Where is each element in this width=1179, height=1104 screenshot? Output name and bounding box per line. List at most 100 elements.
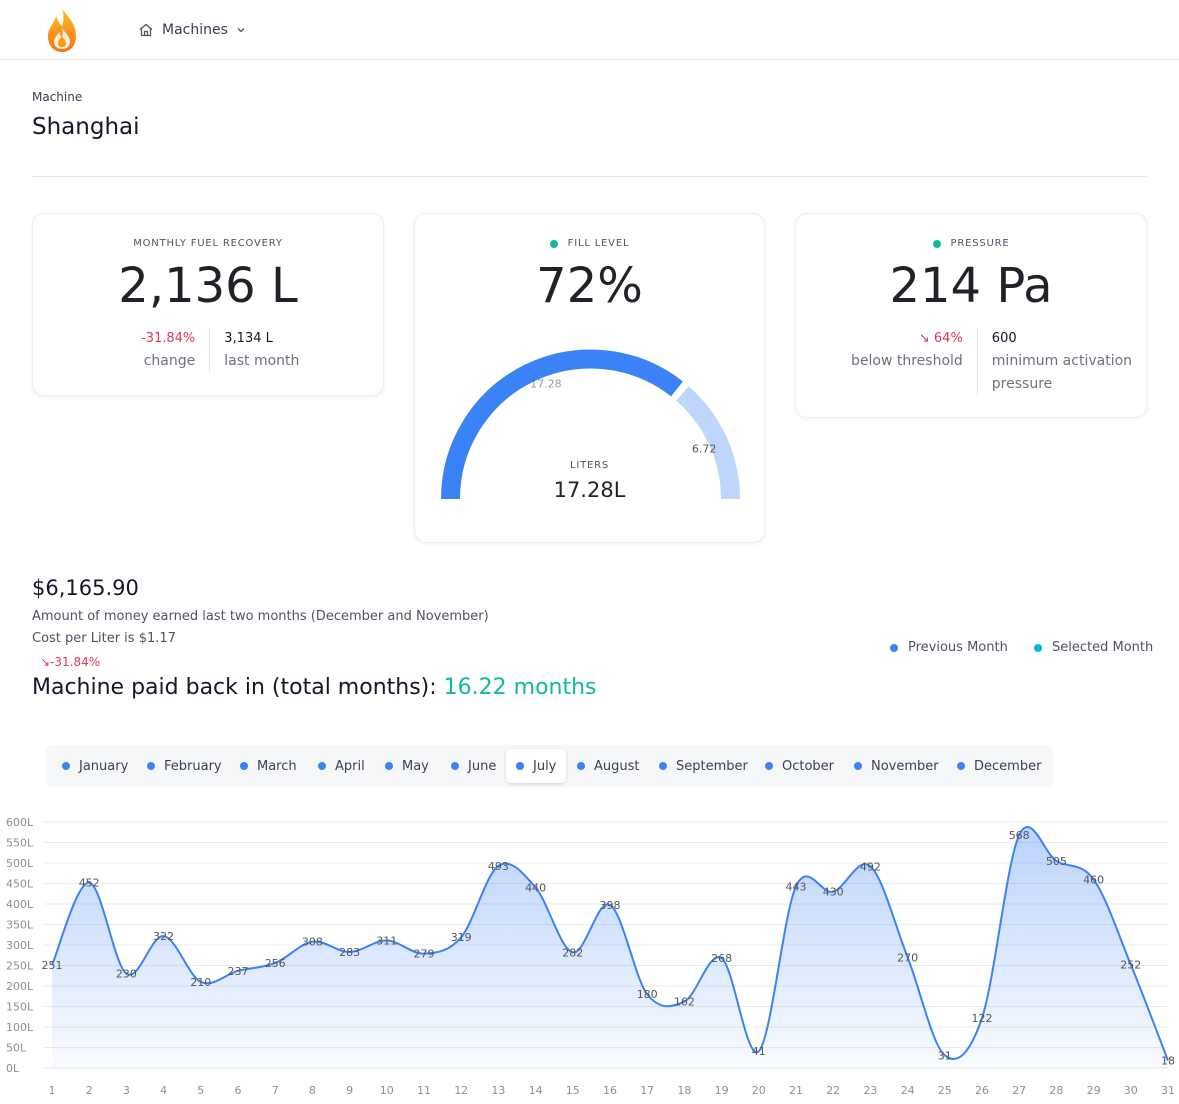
x-tick-label: 5	[197, 1084, 204, 1097]
status-dot	[932, 239, 941, 248]
fuel-change-value: -31.84%	[141, 331, 196, 346]
tab-may[interactable]: May	[385, 749, 429, 783]
tab-january[interactable]: January	[62, 749, 128, 783]
data-label: 122	[972, 1012, 993, 1025]
x-tick-label: 28	[1049, 1084, 1063, 1097]
legend-selected-month[interactable]: Selected Month	[1034, 640, 1153, 655]
x-tick-label: 26	[975, 1084, 989, 1097]
x-tick-label: 15	[566, 1084, 580, 1097]
y-tick-label: 250L	[6, 960, 34, 973]
tab-july[interactable]: July	[506, 749, 567, 783]
y-tick-label: 200L	[6, 980, 34, 993]
data-label: 31	[938, 1049, 952, 1062]
tab-november[interactable]: November	[854, 749, 939, 783]
fill-level-card: FILL LEVEL 72% 17.28 6.72 LITERS 17.28L	[414, 213, 765, 543]
data-label: 430	[823, 886, 844, 899]
x-tick-label: 17	[640, 1084, 654, 1097]
y-tick-label: 550L	[6, 837, 34, 850]
gauge-label: LITERS	[569, 460, 610, 471]
gauge-filled-label: 17.28	[530, 377, 562, 390]
gauge-remaining-label: 6.72	[692, 442, 717, 455]
tab-april[interactable]: April	[318, 749, 365, 783]
x-tick-label: 3	[123, 1084, 130, 1097]
tab-september[interactable]: September	[659, 749, 748, 783]
fuel-last-month-value: 3,134 L	[224, 331, 273, 346]
data-label: 162	[674, 996, 695, 1009]
gauge-value: 17.28L	[553, 478, 626, 502]
x-tick-label: 18	[677, 1084, 691, 1097]
x-tick-label: 13	[491, 1084, 505, 1097]
data-label: 568	[1009, 829, 1030, 842]
tab-october[interactable]: October	[765, 749, 834, 783]
gauge-remaining-arc	[676, 386, 740, 500]
x-tick-label: 21	[789, 1084, 803, 1097]
x-tick-label: 8	[309, 1084, 316, 1097]
y-tick-label: 400L	[6, 898, 34, 911]
legend-dot	[1034, 643, 1042, 652]
fuel-change-label: change	[143, 353, 196, 369]
payback-value: 16.22 months	[443, 675, 597, 700]
data-label: 283	[339, 946, 360, 959]
x-tick-label: 12	[454, 1084, 468, 1097]
x-tick-label: 14	[529, 1084, 543, 1097]
min-pressure-label-2: pressure	[991, 376, 1053, 392]
data-label: 319	[451, 931, 472, 944]
fuel-recovery-value: 2,136 L	[118, 258, 298, 314]
x-tick-label: 9	[346, 1084, 353, 1097]
series-line	[51, 826, 1169, 1061]
tab-december[interactable]: December	[957, 749, 1041, 783]
min-pressure-label-1: minimum activation	[991, 353, 1133, 369]
x-tick-label: 27	[1012, 1084, 1026, 1097]
x-tick-label: 22	[826, 1084, 840, 1097]
data-label: 282	[562, 946, 583, 959]
x-tick-label: 30	[1124, 1084, 1138, 1097]
fuel-recovery-details: -31.84% change 3,134 L last month	[141, 328, 299, 373]
fill-level-gauge: 17.28 6.72	[441, 349, 740, 500]
money-earned-value: $6,165.90	[32, 576, 139, 600]
data-label: 279	[414, 948, 435, 961]
daily-fuel-chart: 0L 50L 100L 150L 200L 250L 300L 350L 400L 450L 500…	[6, 816, 1175, 1097]
legend-previous-month[interactable]: Previous Month	[890, 640, 1008, 655]
x-tick-label: 7	[272, 1084, 279, 1097]
x-tick-label: 1	[49, 1084, 56, 1097]
fill-level-label: FILL LEVEL	[415, 238, 764, 249]
y-tick-label: 450L	[6, 878, 34, 891]
y-tick-label: 500L	[6, 857, 34, 870]
pressure-change-label: below threshold	[851, 353, 963, 369]
tab-august[interactable]: August	[577, 749, 640, 783]
data-label: 505	[1046, 855, 1067, 868]
y-tick-label: 0L	[6, 1062, 20, 1075]
x-tick-label: 11	[417, 1084, 431, 1097]
data-label: 311	[376, 934, 397, 947]
data-label: 452	[79, 877, 100, 890]
data-label: 180	[637, 988, 658, 1001]
x-tick-label: 29	[1087, 1084, 1101, 1097]
area-fill	[52, 826, 1168, 1068]
x-tick-label: 25	[938, 1084, 952, 1097]
data-label: 308	[302, 936, 323, 949]
x-tick-label: 24	[901, 1084, 915, 1097]
data-label: 256	[265, 957, 286, 970]
data-label: 398	[600, 899, 621, 912]
y-tick-label: 150L	[6, 1001, 34, 1014]
pressure-label: PRESSURE	[796, 238, 1146, 249]
flame-logo-icon[interactable]	[44, 6, 80, 54]
x-tick-label: 4	[160, 1084, 167, 1097]
x-tick-label: 16	[603, 1084, 617, 1097]
tab-march[interactable]: March	[240, 749, 297, 783]
data-label: 443	[786, 880, 807, 893]
chevron-down-icon	[237, 28, 245, 33]
data-label: 237	[228, 965, 249, 978]
pressure-change-value: ↘ 64%	[918, 331, 963, 346]
y-tick-label: 350L	[6, 919, 34, 932]
tab-june[interactable]: June	[451, 749, 496, 783]
month-tabs: January February March April May June Ju…	[46, 745, 1053, 787]
pressure-value: 214 Pa	[889, 258, 1053, 314]
machines-nav-dropdown[interactable]: Machines	[138, 18, 246, 42]
x-tick-label: 20	[752, 1084, 766, 1097]
payback-label: Machine paid back in (total months):	[32, 675, 437, 700]
fuel-last-month-label: last month	[224, 353, 300, 369]
tab-february[interactable]: February	[147, 749, 222, 783]
cost-per-liter: Cost per Liter is $1.17	[32, 631, 176, 646]
data-label: 270	[897, 951, 918, 964]
